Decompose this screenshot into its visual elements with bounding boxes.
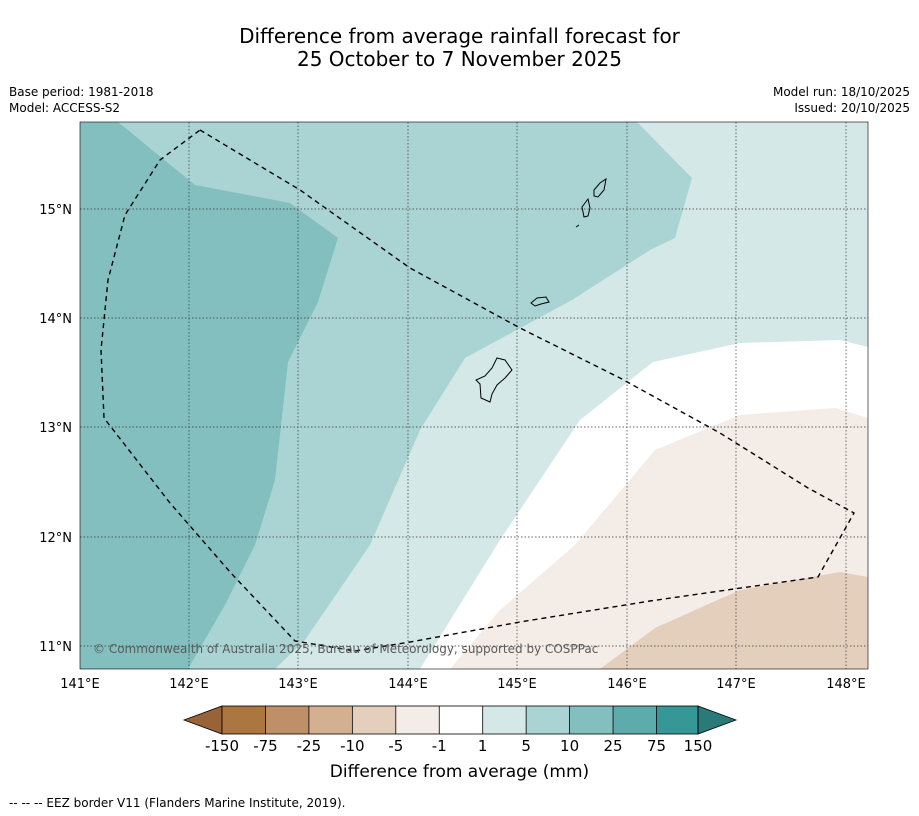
colorbar-segment <box>439 706 483 734</box>
latitude-labels: 15°N 14°N 13°N 12°N 11°N <box>39 203 72 655</box>
colorbar-label: Difference from average (mm) <box>329 762 590 782</box>
issued-date: Issued: 20/10/2025 <box>794 101 910 115</box>
colorbar-tick: 10 <box>560 737 579 755</box>
colorbar-under-arrow <box>182 705 223 735</box>
model-run: Model run: 18/10/2025 <box>772 85 910 99</box>
guam-island <box>475 357 513 403</box>
graticule <box>80 122 868 669</box>
lon-label: 146°E <box>607 677 647 692</box>
saipan-island <box>593 177 607 198</box>
colorbar-segment <box>613 706 657 734</box>
lat-label: 13°N <box>39 421 72 436</box>
colorbar-segment <box>656 706 698 734</box>
colorbar-segment <box>222 706 266 734</box>
colorbar-tick: 150 <box>684 737 713 755</box>
lon-label: 141°E <box>60 677 100 692</box>
lon-label: 143°E <box>278 677 318 692</box>
colorbar-segment <box>569 706 614 734</box>
lat-label: 12°N <box>39 531 72 546</box>
contour-neg10-to-neg5 <box>600 572 868 669</box>
map-frame <box>79 121 869 670</box>
lon-label: 148°E <box>826 677 866 692</box>
colorbar-tick: -5 <box>388 737 403 755</box>
copyright-text: © Commonwealth of Australia 2025, Bureau… <box>93 642 598 656</box>
eez-border <box>100 129 855 652</box>
title-line-2: 25 October to 7 November 2025 <box>296 47 623 71</box>
colorbar-tick: -1 <box>432 737 447 755</box>
lat-label: 14°N <box>39 312 72 327</box>
contour-10-to-25 <box>80 122 338 669</box>
colorbar-tick: 25 <box>604 737 623 755</box>
lon-label: 147°E <box>716 677 756 692</box>
title-line-1: Difference from average rainfall forecas… <box>239 24 680 48</box>
colorbar-tick: 1 <box>478 737 488 755</box>
rainfall-contours <box>80 122 868 669</box>
eez-legend: -- -- -- EEZ border V11 (Flanders Marine… <box>9 796 346 810</box>
colorbar-tick: 75 <box>647 737 666 755</box>
islands <box>475 177 607 403</box>
colorbar-segment <box>265 706 309 734</box>
colorbar-segment <box>482 706 527 734</box>
colorbar-segment <box>352 706 396 734</box>
tinian-island <box>581 197 591 218</box>
colorbar-segment <box>395 706 440 734</box>
aguijan-island <box>575 224 580 228</box>
colorbar-tick: -10 <box>340 737 365 755</box>
colorbar-segment <box>526 706 570 734</box>
longitude-labels: 141°E 142°E 143°E 144°E 145°E 146°E 147°… <box>60 677 866 692</box>
colorbar-tick: 5 <box>521 737 531 755</box>
colorbar-tick: -75 <box>253 737 278 755</box>
colorbar-tick: -25 <box>297 737 322 755</box>
colorbar-segment <box>308 706 353 734</box>
rota-island <box>530 296 550 307</box>
base-period: Base period: 1981-2018 <box>9 85 154 99</box>
colorbar: -150 -75 -25 -10 -5 -1 1 5 10 25 75 150 <box>182 705 738 755</box>
lon-label: 142°E <box>169 677 209 692</box>
lat-label: 11°N <box>39 640 72 655</box>
lat-label: 15°N <box>39 203 72 218</box>
colorbar-ticks: -150 -75 -25 -10 -5 -1 1 5 10 25 75 150 <box>205 737 712 755</box>
model-name: Model: ACCESS-S2 <box>9 101 121 115</box>
lon-label: 144°E <box>388 677 428 692</box>
lon-label: 145°E <box>497 677 537 692</box>
colorbar-over-arrow <box>697 705 738 735</box>
colorbar-tick: -150 <box>205 737 239 755</box>
